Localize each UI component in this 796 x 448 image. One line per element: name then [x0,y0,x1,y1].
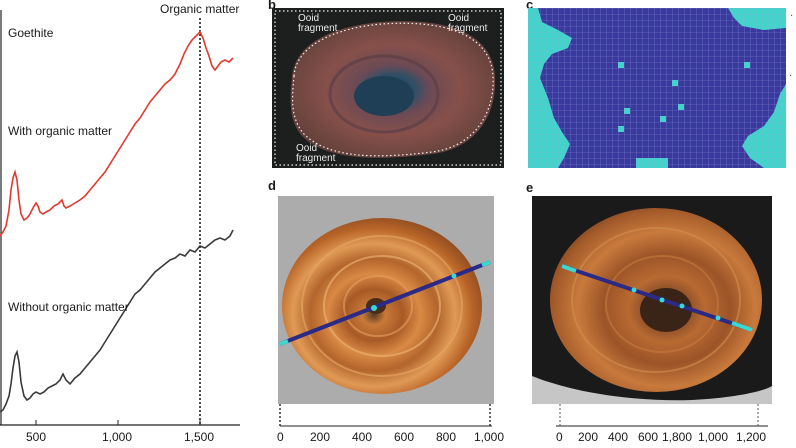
fragment-outline-ooid [291,22,494,157]
transect-line-e [561,264,753,332]
panel-a: Goethite With organic matter Without org… [0,0,262,448]
label-with-organic-matter: With organic matter [8,124,113,138]
panel-c-image [528,8,786,168]
spectrum-with-organic-matter [0,30,234,237]
panel-e-tick-200: 200 [578,430,599,444]
panel-a-tick-label-1500: 1,500 [184,430,215,444]
panel-c-illustration [528,8,786,168]
panel-e-label: e [526,180,534,195]
fragment-label-1: Ooid fragment [298,13,338,34]
panel-e-illustration [532,196,772,404]
panel-d-tick-1000: 1,000 [474,430,505,444]
panel-e-axis [556,404,768,427]
panel-c-label: c [526,0,534,12]
label-goethite: Goethite [8,26,54,40]
fragment-label-2: Ooid fragment [448,13,488,34]
panel-d-tick-0: 0 [277,430,284,444]
panel-e-tick-1000: 1,000 [698,430,729,444]
panel-c-edge-mark-1: · [790,10,794,21]
panel-d-image [278,196,494,404]
label-organic-matter-marker: Organic matter [160,2,240,16]
panel-d-tick-200: 200 [310,430,331,444]
fragment-label-3: Ooid fragment [296,143,336,164]
panel-a-tick-label-500: 500 [26,430,47,444]
panel-d-tick-400: 400 [352,430,373,444]
spectrum-without-organic-matter [0,229,234,413]
panel-e-tick-400: 400 [608,430,629,444]
fragment-outline-frame [274,10,502,166]
panel-b-illustration [272,8,504,168]
panel-e-image [532,196,772,404]
panel-d-axis [279,404,492,427]
panel-a-tick-label-1000: 1,000 [102,430,133,444]
panel-b-label: b [268,0,276,12]
panel-a-plot [0,10,240,426]
ooid-core [354,76,414,116]
panel-e-tick-600: 600 [638,430,659,444]
panel-d-tick-800: 800 [436,430,457,444]
panel-e-tick-1800: 1,800 [662,430,693,444]
panel-e-tick-1200: 1,200 [736,430,767,444]
panel-b-image: Ooid fragment Ooid fragment Ooid fragmen… [272,8,504,168]
panel-d-label: d [268,178,276,193]
label-without-organic-matter: Without organic matter [8,300,129,314]
panel-d-illustration [278,196,494,404]
panel-d-tick-600: 600 [394,430,415,444]
panel-c-edge-mark-2: · [789,70,793,81]
panel-e-tick-0: 0 [556,430,563,444]
